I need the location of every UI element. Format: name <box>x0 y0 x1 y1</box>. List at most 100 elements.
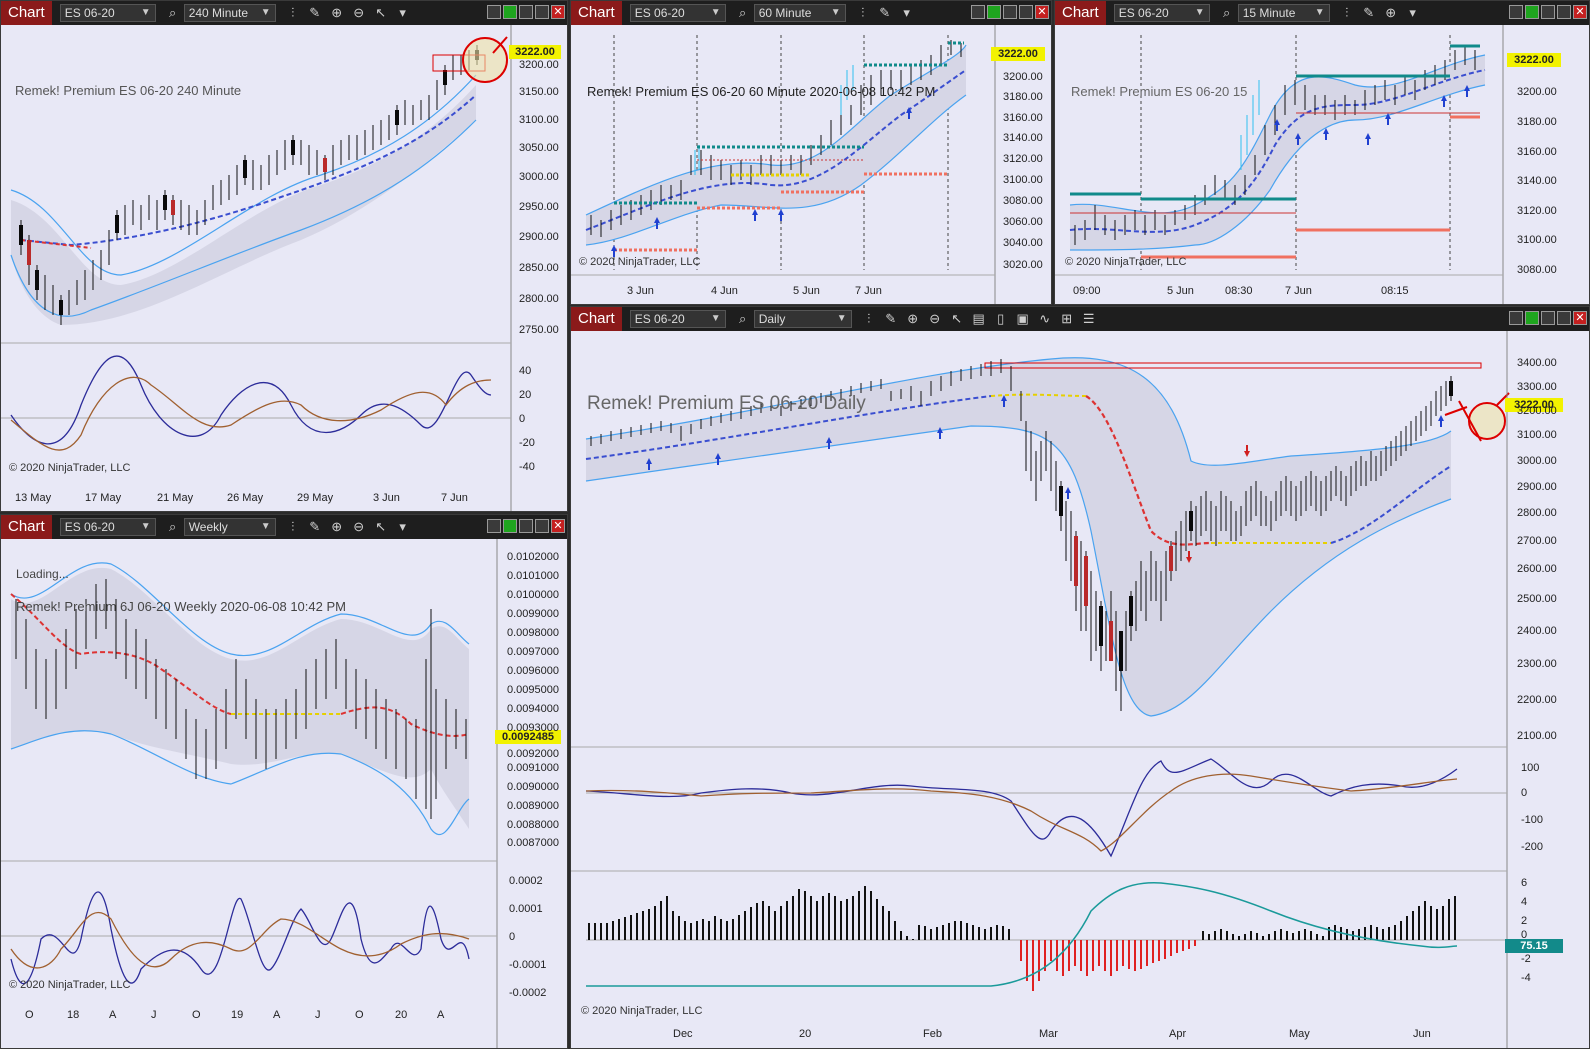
maximize-button[interactable] <box>535 519 549 533</box>
close-button[interactable]: ✕ <box>1573 311 1587 325</box>
data-box-icon[interactable]: ▤ <box>972 311 985 326</box>
link-button[interactable] <box>1525 311 1539 325</box>
indicators-icon[interactable]: ∿ <box>1039 311 1051 326</box>
interval-selector[interactable]: 15 Minute ▼ <box>1237 4 1330 22</box>
instrument-selector[interactable]: ES 06-20 ▼ <box>629 310 726 328</box>
price-panel[interactable]: Remek! Premium ES 06-20 60 Minute 2020-0… <box>571 25 1051 304</box>
bar-style-icon[interactable]: ⫶ <box>1345 5 1349 20</box>
osc-tick-label: -40 <box>519 461 535 473</box>
price-tick-label: 0.0088000 <box>507 819 559 831</box>
price-tick-label: 0.0101000 <box>507 570 559 582</box>
search-icon[interactable]: ⌕ <box>1223 5 1231 20</box>
close-button[interactable]: ✕ <box>1573 5 1587 19</box>
instrument-selector[interactable]: ES 06-20 ▼ <box>629 4 726 22</box>
last-price-tag: 3222.00 <box>991 47 1045 61</box>
chart-window-weekly[interactable]: Chart ES 06-20 ▼ ⌕ Weekly ▼ ⫶ ✎ ⊕ ⊖ ↖ ▾ ✕ … <box>0 514 568 1049</box>
instrument-selector[interactable]: ES 06-20 ▼ <box>59 4 156 22</box>
more-dropdown-icon[interactable]: ▾ <box>399 519 406 534</box>
chart-toolbar: Chart ES 06-20 ▼ ⌕ Daily ▼ ⫶ ✎ ⊕ ⊖ ↖ ▤ ▯ ▣… <box>571 307 1589 331</box>
bar-style-icon[interactable]: ⫶ <box>861 5 865 20</box>
chart-label[interactable]: Chart <box>571 1 622 25</box>
interval-selector[interactable]: Weekly ▼ <box>183 518 276 536</box>
price-panel[interactable]: Remek! Premium ES 06-20 15 © 2020 NinjaT… <box>1055 25 1589 304</box>
draw-tool-icon[interactable]: ✎ <box>309 519 321 534</box>
minimize-button[interactable] <box>1003 5 1017 19</box>
maximize-button[interactable] <box>1557 311 1571 325</box>
link-button[interactable] <box>503 5 517 19</box>
bar-style-icon[interactable]: ⫶ <box>867 311 871 326</box>
search-icon[interactable]: ⌕ <box>169 5 177 20</box>
zoom-in-icon[interactable]: ⊕ <box>331 5 343 20</box>
maximize-button[interactable] <box>1019 5 1033 19</box>
search-icon[interactable]: ⌕ <box>739 5 747 20</box>
minimize-button[interactable] <box>519 5 533 19</box>
chart-window-240min[interactable]: Chart ES 06-20 ▼ ⌕ 240 Minute ▼ ⫶ ✎ ⊕ ⊖ ↖ … <box>0 0 568 512</box>
price-tick-label: 0.0099000 <box>507 608 559 620</box>
minimize-button[interactable] <box>519 519 533 533</box>
tile-button[interactable] <box>971 5 985 19</box>
interval-selector[interactable]: 60 Minute ▼ <box>753 4 846 22</box>
link-button[interactable] <box>987 5 1001 19</box>
draw-tool-icon[interactable]: ✎ <box>309 5 321 20</box>
price-tick-label: 3300.00 <box>1517 381 1557 393</box>
date-tick-label: 17 May <box>85 492 122 504</box>
zoom-in-icon[interactable]: ⊕ <box>907 311 919 326</box>
search-icon[interactable]: ⌕ <box>169 519 177 534</box>
signal-arrows <box>611 107 912 257</box>
tile-button[interactable] <box>487 519 501 533</box>
chart-label[interactable]: Chart <box>571 307 622 331</box>
maximize-button[interactable] <box>1557 5 1571 19</box>
zoom-out-icon[interactable]: ⊖ <box>353 519 365 534</box>
minimize-button[interactable] <box>1541 311 1555 325</box>
strategies-icon[interactable]: ▣ <box>1016 311 1029 326</box>
date-tick-label: 5 Jun <box>1167 285 1194 297</box>
chart-label[interactable]: Chart <box>1055 1 1106 25</box>
chart-label[interactable]: Chart <box>1 515 52 539</box>
close-button[interactable]: ✕ <box>551 5 565 19</box>
price-panel[interactable]: Remek! Premium ES 06-20 240 Minute © 202… <box>1 25 567 511</box>
draw-tool-icon[interactable]: ✎ <box>879 5 891 20</box>
list-icon[interactable]: ☰ <box>1082 311 1095 326</box>
chart-window-60min[interactable]: Chart ES 06-20 ▼ ⌕ 60 Minute ▼ ⫶ ✎ ▾ ✕ R <box>570 0 1052 305</box>
bar-style-icon[interactable]: ⫶ <box>291 5 295 20</box>
zoom-in-icon[interactable]: ⊕ <box>331 519 343 534</box>
minimize-button[interactable] <box>1541 5 1555 19</box>
more-dropdown-icon[interactable]: ▾ <box>1409 5 1416 20</box>
more-dropdown-icon[interactable]: ▾ <box>399 5 406 20</box>
zoom-in-icon[interactable]: ⊕ <box>1385 5 1397 20</box>
instrument-selector[interactable]: ES 06-20 ▼ <box>59 518 156 536</box>
link-button[interactable] <box>1525 5 1539 19</box>
interval-selector[interactable]: Daily ▼ <box>753 310 852 328</box>
pointer-icon[interactable]: ↖ <box>375 5 387 20</box>
chart-trader-icon[interactable]: ▯ <box>997 311 1005 326</box>
price-panel[interactable]: Remek! Premium ES 06-20 Daily © 2020 Nin… <box>571 331 1589 1048</box>
tile-button[interactable] <box>1509 311 1523 325</box>
close-button[interactable]: ✕ <box>1035 5 1049 19</box>
chart-window-daily[interactable]: Chart ES 06-20 ▼ ⌕ Daily ▼ ⫶ ✎ ⊕ ⊖ ↖ ▤ ▯ ▣… <box>570 306 1590 1049</box>
properties-icon[interactable]: ⊞ <box>1061 311 1073 326</box>
pointer-icon[interactable]: ↖ <box>951 311 963 326</box>
link-button[interactable] <box>503 519 517 533</box>
price-tick-label: 0.0098000 <box>507 627 559 639</box>
interval-selector[interactable]: 240 Minute ▼ <box>183 4 276 22</box>
bar-style-icon[interactable]: ⫶ <box>291 519 295 534</box>
pointer-icon[interactable]: ↖ <box>375 519 387 534</box>
zoom-out-icon[interactable]: ⊖ <box>929 311 941 326</box>
close-button[interactable]: ✕ <box>551 519 565 533</box>
draw-tool-icon[interactable]: ✎ <box>885 311 897 326</box>
instrument-selector[interactable]: ES 06-20 ▼ <box>1113 4 1210 22</box>
chart-label[interactable]: Chart <box>1 1 52 25</box>
tile-button[interactable] <box>487 5 501 19</box>
price-tick-label: 3180.00 <box>1517 116 1557 128</box>
price-tick-label: 3160.00 <box>1517 146 1557 158</box>
draw-tool-icon[interactable]: ✎ <box>1363 5 1375 20</box>
search-icon[interactable]: ⌕ <box>739 311 747 326</box>
tile-button[interactable] <box>1509 5 1523 19</box>
maximize-button[interactable] <box>535 5 549 19</box>
chart-window-15min[interactable]: Chart ES 06-20 ▼ ⌕ 15 Minute ▼ ⫶ ✎ ⊕ ▾ ✕ R… <box>1054 0 1590 305</box>
price-panel[interactable]: Loading... Remek! Premium 6J 06-20 Weekl… <box>1 539 567 1048</box>
price-tick-label: 0.0093000 <box>507 722 559 734</box>
more-dropdown-icon[interactable]: ▾ <box>903 5 910 20</box>
zoom-out-icon[interactable]: ⊖ <box>353 5 365 20</box>
price-tick-label: 0.0097000 <box>507 646 559 658</box>
